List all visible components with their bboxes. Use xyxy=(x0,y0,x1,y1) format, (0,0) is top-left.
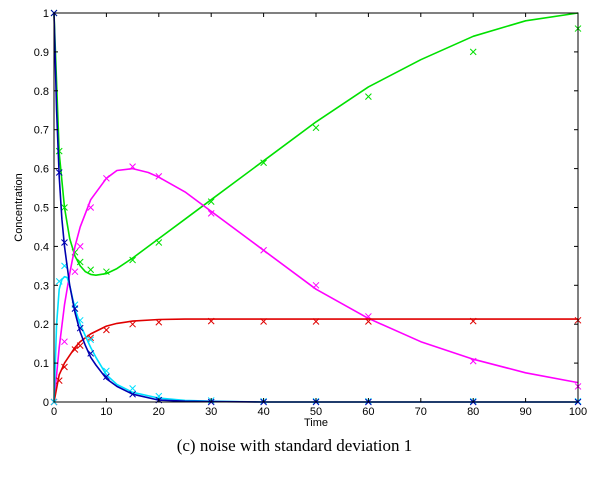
series-2-data-point xyxy=(87,334,95,342)
series-0-data-point xyxy=(103,268,110,276)
series-4-data-point xyxy=(61,239,68,246)
axes-box xyxy=(53,12,579,403)
concentration-chart: 0 10 20 30 40 50 60 70 80 90 100 00.10.20.30.40.50… xyxy=(13,8,587,429)
series-2-data-point xyxy=(469,317,477,325)
series-1-data-point xyxy=(312,281,320,289)
series-4-data-point xyxy=(87,350,95,357)
y-tick-label: 0.3 xyxy=(34,280,49,292)
figure-caption: (c) noise with standard deviation 1 xyxy=(176,436,413,455)
series-0-data-point xyxy=(87,266,95,274)
series-0-data-point xyxy=(61,204,68,211)
series-2-data-point xyxy=(61,363,68,371)
y-tick-label: 0.6 xyxy=(34,164,49,176)
series-0-fit-line xyxy=(53,12,579,277)
x-tick-label: 100 xyxy=(569,406,587,418)
x-tick-label: 90 xyxy=(519,406,531,418)
series-3-data-point xyxy=(103,367,110,375)
series-0-data-point xyxy=(76,258,84,266)
series-2-data-point xyxy=(365,318,372,325)
series-4-fit-line xyxy=(53,12,578,403)
series-3-data-point xyxy=(87,336,95,344)
series-3-fit-line xyxy=(53,275,578,403)
y-tick-label: 1 xyxy=(43,8,49,20)
series-1-data-point xyxy=(71,268,79,276)
series-3-data-point xyxy=(55,278,63,285)
series-1-fit-line xyxy=(53,167,579,403)
y-tick-label: 0.2 xyxy=(34,319,49,331)
x-tick-label: 0 xyxy=(51,406,57,418)
x-tick-label: 10 xyxy=(100,406,112,418)
y-tick-label: 0.5 xyxy=(34,203,49,215)
series-2-data-point xyxy=(155,318,163,326)
series-0-data-point xyxy=(155,239,163,246)
series-1-data-point xyxy=(469,357,477,365)
y-axis-ticks: 0 0.1 0.2 0.3 0.4 0.5 0.6 0.7 0.8 0.9 1 xyxy=(34,8,578,409)
series-0-data-point xyxy=(469,48,477,56)
series-0-data-point xyxy=(129,256,136,264)
x-tick-label: 80 xyxy=(467,406,479,418)
series-4-data-point xyxy=(55,169,63,176)
series-1-data-point xyxy=(76,243,84,250)
y-tick-label: 0.9 xyxy=(34,47,49,59)
series-2-data-point xyxy=(260,318,267,325)
series-0-data-point xyxy=(260,159,267,167)
x-tick-label: 50 xyxy=(310,406,322,418)
series-1-data-point xyxy=(155,173,163,180)
series-1-data-point xyxy=(103,174,110,182)
series-4-data-point xyxy=(76,324,84,332)
x-tick-label: 30 xyxy=(205,406,217,418)
x-tick-label: 40 xyxy=(257,406,269,418)
series-0-data-point xyxy=(207,198,215,206)
series-2-fit-line xyxy=(53,318,578,403)
series-4-data-point xyxy=(71,305,79,312)
series-2-data-point xyxy=(129,320,136,328)
series-1-data-point xyxy=(129,163,136,171)
y-tick-label: 0.4 xyxy=(34,241,49,253)
series-2-data-point xyxy=(71,346,79,353)
series-2-data-point xyxy=(207,317,215,325)
chart-marks xyxy=(50,9,582,406)
series-1-data-point xyxy=(61,338,68,346)
series-0-data-point xyxy=(365,93,372,100)
series-0-data-point xyxy=(312,124,320,132)
y-tick-label: 0.8 xyxy=(34,86,49,98)
y-tick-label: 0.7 xyxy=(34,125,49,137)
series-1-data-point xyxy=(207,209,215,217)
series-1-data-point xyxy=(87,204,95,211)
series-3-data-point xyxy=(129,385,136,392)
x-tick-label: 70 xyxy=(415,406,427,418)
x-axis-ticks: 0 10 20 30 40 50 60 70 80 90 100 xyxy=(51,13,587,418)
x-tick-label: 20 xyxy=(153,406,165,418)
series-4-data-point xyxy=(103,373,110,381)
y-tick-label: 0 xyxy=(43,397,49,409)
series-2-data-point xyxy=(55,377,63,384)
x-tick-label: 60 xyxy=(362,406,374,418)
y-axis-label: Concentration xyxy=(13,173,25,242)
y-tick-label: 0.1 xyxy=(34,358,49,370)
series-2-data-point xyxy=(76,342,84,349)
series-2-data-point xyxy=(312,318,320,325)
series-2-data-point xyxy=(103,326,110,334)
series-0-data-point xyxy=(55,147,63,155)
series-1-data-point xyxy=(260,246,267,254)
x-axis-label: Time xyxy=(304,417,328,429)
series-4-data-point xyxy=(129,390,136,398)
